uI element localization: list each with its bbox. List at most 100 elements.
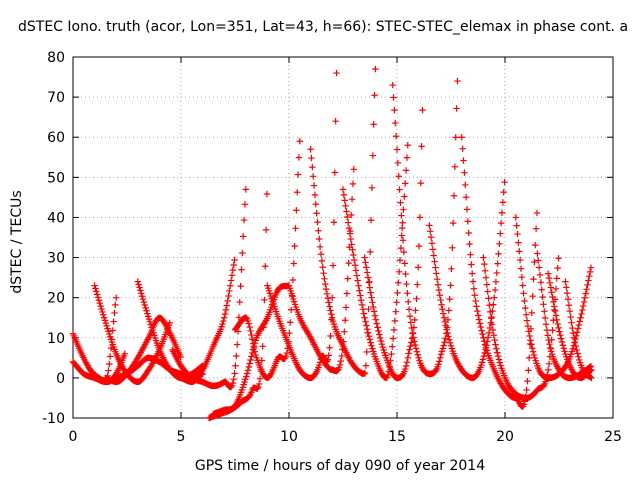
data-point (561, 348, 568, 355)
data-point (479, 356, 487, 363)
data-point (363, 269, 371, 276)
data-point (437, 296, 444, 304)
data-point (364, 274, 372, 281)
data-point (326, 344, 333, 351)
data-point (321, 275, 328, 283)
data-point (461, 169, 468, 176)
data-point (417, 179, 424, 187)
data-point (333, 69, 340, 77)
data-point (442, 322, 450, 329)
data-point (324, 295, 332, 302)
data-point (529, 348, 537, 355)
data-point (532, 241, 539, 249)
data-point (366, 336, 373, 343)
data-point (357, 292, 364, 299)
data-point (541, 314, 549, 322)
data-point (494, 349, 501, 356)
data-point (296, 138, 303, 145)
data-point (514, 230, 521, 238)
data-point (491, 336, 498, 344)
data-point (405, 350, 412, 357)
data-point (545, 366, 552, 374)
data-point (138, 290, 145, 297)
data-point (428, 240, 436, 247)
data-point (239, 249, 246, 257)
data-point (414, 281, 421, 288)
data-point (341, 197, 348, 204)
data-point (410, 334, 417, 341)
data-point (409, 329, 416, 337)
data-point (295, 154, 303, 161)
data-point (579, 302, 587, 310)
data-point (546, 341, 553, 348)
data-point (587, 373, 594, 381)
data-point (402, 167, 410, 174)
data-point (233, 352, 240, 360)
data-point (310, 182, 318, 189)
data-point (349, 180, 357, 188)
data-point (572, 342, 580, 350)
data-point (247, 356, 254, 364)
data-point (452, 134, 459, 141)
data-point (373, 320, 380, 327)
data-point (458, 134, 465, 141)
data-point (535, 257, 542, 264)
data-point (471, 292, 478, 299)
data-point (436, 358, 443, 365)
data-point (361, 254, 368, 261)
data-point (392, 308, 399, 315)
series-arc14 (307, 65, 379, 378)
data-point (407, 319, 415, 326)
data-point (578, 310, 585, 318)
data-point (480, 254, 487, 261)
data-point (362, 362, 370, 369)
data-point (92, 285, 99, 292)
data-point (434, 281, 442, 288)
data-point (243, 370, 251, 377)
data-point (400, 206, 407, 213)
data-point (231, 256, 238, 264)
data-point (231, 370, 238, 377)
data-point (580, 298, 588, 306)
y-tick-label: 40 (47, 210, 65, 226)
data-point (432, 264, 439, 271)
data-point (348, 241, 355, 248)
data-point (221, 310, 229, 318)
data-point (588, 366, 595, 374)
x-tick-label: 5 (177, 429, 186, 445)
data-point (259, 343, 266, 350)
data-point (146, 318, 154, 326)
series-arc24 (562, 278, 595, 382)
data-point (396, 186, 403, 193)
data-point (401, 193, 408, 200)
data-point (447, 342, 455, 349)
data-point (97, 302, 104, 310)
data-point (575, 321, 583, 329)
data-point (429, 246, 437, 253)
data-point (391, 317, 399, 325)
data-point (377, 337, 385, 345)
data-point (98, 305, 105, 313)
data-point (230, 261, 237, 269)
data-point (569, 324, 576, 332)
data-point (525, 328, 532, 335)
data-point (411, 338, 418, 345)
data-point (290, 260, 297, 267)
data-point (472, 297, 479, 305)
data-point (242, 186, 249, 193)
data-point (99, 308, 106, 316)
data-point (426, 222, 433, 229)
data-point (329, 262, 337, 269)
data-point (244, 367, 252, 374)
data-point (243, 373, 250, 380)
data-point (475, 316, 483, 323)
data-point (583, 285, 590, 293)
data-point (391, 106, 398, 114)
data-point (534, 250, 541, 257)
data-point (440, 342, 447, 349)
data-point (400, 248, 408, 256)
data-point (140, 298, 148, 306)
data-point (367, 339, 374, 346)
data-point (355, 282, 362, 289)
